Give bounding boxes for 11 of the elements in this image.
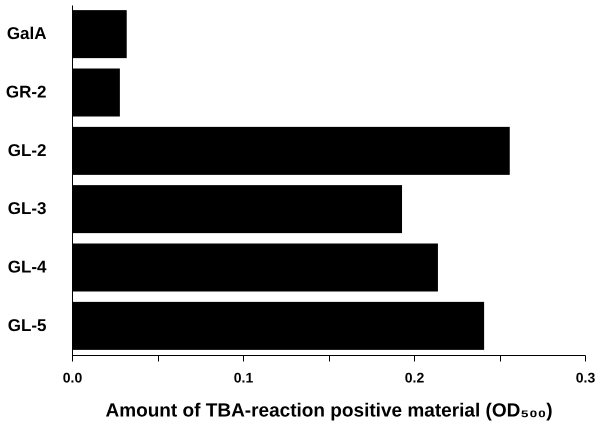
y-tick-label: GalA (6, 24, 46, 44)
x-tick-label: 0.1 (234, 370, 254, 386)
x-tick-label: 0.2 (404, 370, 424, 386)
y-tick-label: GL-4 (8, 258, 48, 276)
x-tick-label: 0.0 (62, 370, 82, 386)
x-axis-title: Amount of TBA-reaction positive material (OD₅₀₀) (105, 400, 553, 422)
y-tick-label: GL-5 (8, 316, 46, 335)
y-tick-label: GR-2 (6, 82, 46, 102)
y-tick-label: GL-2 (8, 140, 46, 160)
y-tick-label: GL-3 (8, 199, 46, 218)
x-tick-label: 0.3 (576, 370, 596, 386)
